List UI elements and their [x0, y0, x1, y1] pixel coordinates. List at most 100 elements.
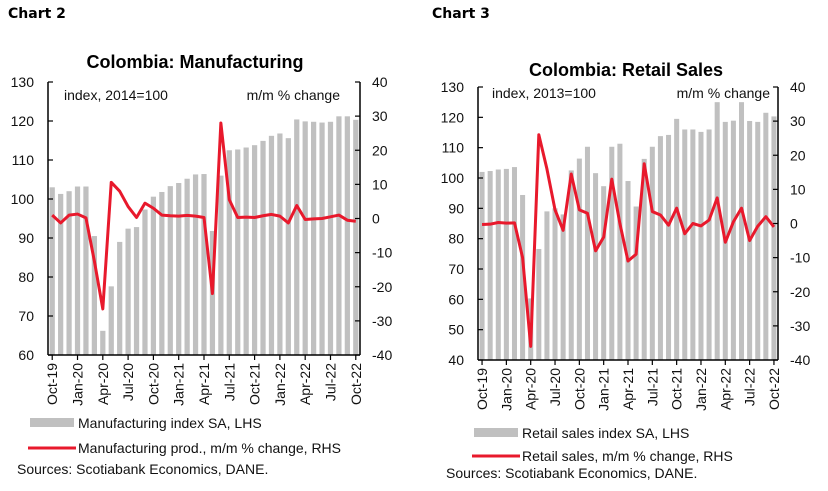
bar-Jul-20 — [552, 208, 558, 360]
right-tick-label: 10 — [790, 181, 806, 197]
bar-Nov-20 — [159, 191, 165, 355]
x-tick-label: Oct-20 — [571, 368, 587, 410]
bar-Sep-20 — [142, 209, 148, 355]
bar-Nov-21 — [260, 140, 266, 355]
right-tick-label: 10 — [372, 176, 388, 192]
left-tick-label: 100 — [441, 170, 465, 186]
bar-Dec-19 — [495, 169, 501, 360]
right-tick-label: -30 — [372, 313, 392, 329]
left-tick-label: 130 — [441, 79, 465, 95]
right-tick-label: 30 — [372, 108, 388, 124]
manufacturing-chart: Colombia: Manufacturing index, 2014=100 m/… — [11, 52, 393, 477]
right-tick-label: -20 — [372, 279, 392, 295]
bar-Jan-22 — [698, 131, 704, 360]
bar-Oct-22 — [771, 116, 777, 360]
bar-Sep-20 — [568, 170, 574, 360]
bar-Oct-19 — [49, 187, 55, 355]
bar-May-22 — [730, 120, 736, 360]
bar-Aug-22 — [336, 116, 342, 355]
x-tick-label: Apr-20 — [523, 368, 539, 410]
bar-Jul-21 — [226, 150, 232, 355]
bar-Feb-20 — [83, 186, 89, 355]
x-tick-label: Jul-21 — [644, 368, 660, 406]
left-axis-note: index, 2014=100 — [64, 87, 168, 103]
bar-Apr-21 — [625, 181, 631, 360]
bar-series — [479, 102, 777, 361]
bar-Sep-22 — [763, 112, 769, 360]
left-tick-label: 120 — [441, 109, 465, 125]
x-tick-label: Oct-20 — [145, 363, 161, 405]
bar-Jul-20 — [125, 228, 131, 355]
right-tick-label: 40 — [790, 79, 806, 95]
bar-Dec-19 — [66, 191, 72, 355]
left-tick-label: 80 — [18, 269, 34, 285]
bar-Sep-22 — [344, 116, 350, 355]
right-tick-label: 0 — [790, 216, 798, 232]
x-tick-label: Jan-22 — [272, 363, 288, 406]
bar-May-20 — [108, 286, 114, 355]
right-tick-label: 0 — [372, 211, 380, 227]
right-tick-label: 40 — [372, 74, 388, 90]
bar-Oct-20 — [576, 158, 582, 360]
x-tick-label: Oct-19 — [44, 363, 60, 405]
right-tick-label: -40 — [372, 347, 392, 363]
right-tick-label: -10 — [790, 250, 810, 266]
left-tick-label: 110 — [12, 152, 35, 168]
left-tick-label: 110 — [442, 140, 465, 156]
chart-3-label: Chart 3 — [432, 6, 490, 22]
bar-Jan-22 — [277, 133, 283, 355]
bar-Dec-21 — [690, 129, 696, 360]
legend-line-label: Retail sales, m/m % change, RHS — [522, 448, 733, 464]
x-tick-label: Oct-21 — [247, 363, 263, 405]
bar-Jan-21 — [176, 183, 182, 355]
x-tick-label: Apr-20 — [95, 363, 111, 405]
line-points — [52, 122, 356, 309]
bar-Mar-20 — [91, 236, 97, 355]
x-tick-label: Apr-22 — [297, 363, 313, 405]
bar-Aug-21 — [235, 149, 241, 355]
bar-Mar-20 — [520, 194, 526, 360]
legend-bar-label: Manufacturing index SA, LHS — [78, 415, 262, 431]
x-tick-label: Jan-21 — [596, 368, 612, 411]
left-tick-label: 60 — [448, 291, 464, 307]
legend-bar-label: Retail sales index SA, LHS — [522, 425, 689, 441]
bar-Jun-20 — [544, 211, 550, 360]
bar-Apr-20 — [100, 330, 106, 355]
x-tick-label: Oct-21 — [669, 368, 685, 410]
bar-May-21 — [633, 206, 639, 360]
bar-Jun-22 — [739, 102, 745, 361]
bar-Nov-19 — [487, 171, 493, 360]
bar-Aug-22 — [755, 121, 761, 360]
bar-Dec-21 — [268, 135, 275, 355]
right-tick-label: -40 — [790, 352, 810, 368]
legend-bar-swatch — [30, 418, 74, 427]
x-tick-label: Jul-20 — [547, 368, 563, 406]
bar-Jun-21 — [218, 175, 224, 355]
left-tick-label: 90 — [448, 200, 464, 216]
chart-title: Colombia: Retail Sales — [529, 60, 723, 80]
bar-Aug-20 — [133, 227, 140, 355]
bar-Feb-22 — [285, 138, 291, 355]
left-tick-label: 70 — [448, 261, 464, 277]
retail-sales-chart: Colombia: Retail Sales index, 2013=100 m/m… — [441, 60, 811, 481]
x-tick-label: Apr-21 — [620, 368, 636, 410]
right-tick-label: -30 — [790, 318, 810, 334]
bar-Sep-21 — [243, 147, 249, 355]
bar-May-22 — [311, 121, 317, 355]
x-tick-label: Oct-22 — [766, 368, 782, 410]
x-tick-label: Jul-21 — [221, 363, 237, 401]
chart-title: Colombia: Manufacturing — [87, 52, 304, 72]
bar-Apr-21 — [201, 174, 207, 355]
left-tick-label: 130 — [11, 74, 35, 90]
bar-Mar-22 — [714, 102, 720, 361]
bar-series — [49, 116, 359, 355]
right-tick-label: -20 — [790, 284, 810, 300]
bar-Jun-21 — [641, 158, 647, 360]
bar-Jul-21 — [649, 146, 655, 360]
left-tick-label: 40 — [448, 352, 464, 368]
bar-Oct-21 — [251, 145, 258, 355]
x-tick-label: Oct-22 — [348, 363, 364, 405]
bar-May-20 — [536, 248, 542, 360]
x-tick-label: Jan-20 — [70, 363, 86, 406]
right-tick-label: 20 — [372, 142, 388, 158]
